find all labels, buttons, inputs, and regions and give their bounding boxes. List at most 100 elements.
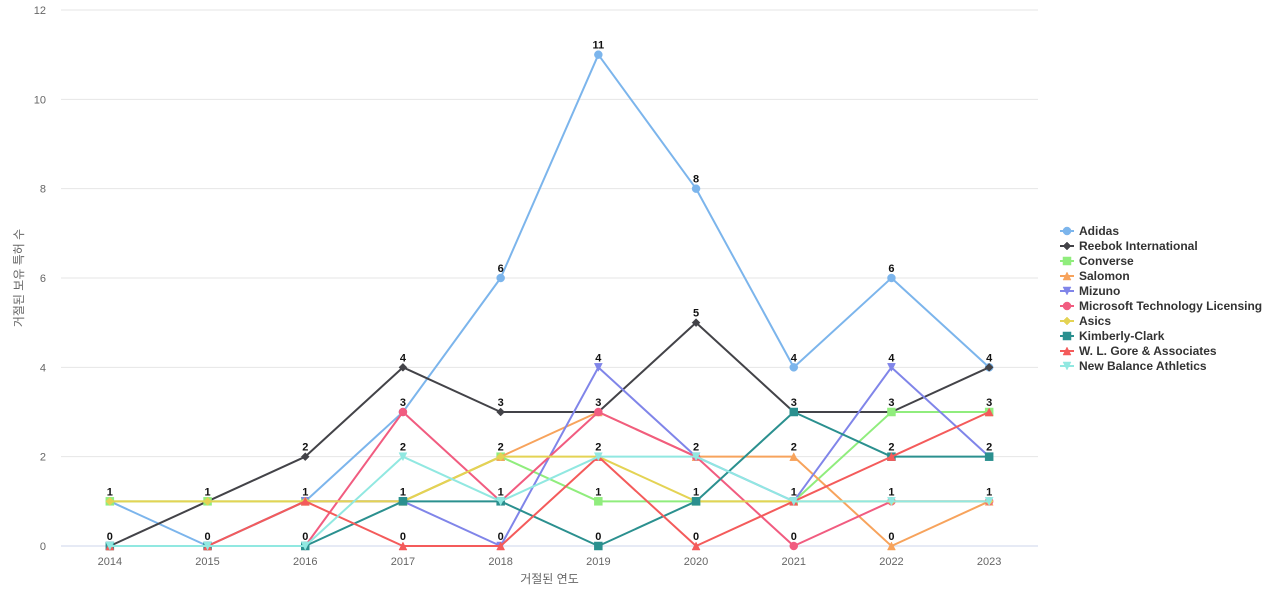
data-label: 4 <box>595 352 602 364</box>
data-point[interactable] <box>594 50 603 59</box>
data-point[interactable] <box>789 452 799 461</box>
data-point[interactable] <box>887 541 896 551</box>
data-label: 2 <box>595 442 601 454</box>
legend-item[interactable]: Salomon <box>1060 269 1130 283</box>
data-point[interactable] <box>691 497 701 506</box>
data-point[interactable] <box>984 497 994 506</box>
data-point[interactable] <box>789 497 799 506</box>
data-point[interactable] <box>887 273 896 283</box>
legend-marker[interactable] <box>1062 301 1072 311</box>
legend-marker[interactable] <box>1062 316 1072 326</box>
legend-item[interactable]: W. L. Gore & Associates <box>1060 344 1217 358</box>
data-point[interactable] <box>593 452 603 462</box>
data-point[interactable] <box>691 184 701 193</box>
data-point[interactable] <box>789 407 798 417</box>
data-point[interactable] <box>496 541 506 551</box>
legend-marker[interactable] <box>1062 286 1072 296</box>
data-point[interactable] <box>594 407 603 417</box>
data-point[interactable] <box>691 541 701 551</box>
data-point[interactable] <box>300 541 310 551</box>
legend-marker[interactable] <box>1062 331 1072 341</box>
data-label: 11 <box>593 40 605 52</box>
data-point[interactable] <box>789 363 798 372</box>
legend-item[interactable]: Converse <box>1060 254 1134 268</box>
legend-item[interactable]: Asics <box>1060 314 1111 328</box>
series-w-l-gore-associates[interactable] <box>105 407 994 551</box>
data-point[interactable] <box>593 363 603 372</box>
data-point[interactable] <box>300 452 310 462</box>
series-line[interactable] <box>108 455 991 547</box>
data-point[interactable] <box>398 541 408 551</box>
x-tick-label: 2019 <box>586 556 610 568</box>
data-point[interactable] <box>496 407 506 417</box>
data-label: 3 <box>595 397 601 409</box>
legend-marker[interactable] <box>1062 346 1072 356</box>
data-label: 0 <box>595 531 601 543</box>
legend-label: Asics <box>1079 314 1111 328</box>
data-label: 1 <box>791 486 797 498</box>
grid <box>61 9 1038 547</box>
data-label: 2 <box>986 442 992 454</box>
data-point[interactable] <box>594 541 603 551</box>
legend-marker[interactable] <box>1062 271 1072 281</box>
series-line[interactable] <box>108 411 991 547</box>
data-label: 4 <box>400 352 407 364</box>
data-point[interactable] <box>105 541 115 551</box>
legend-item[interactable]: Microsoft Technology Licensing <box>1060 299 1262 313</box>
legend-marker[interactable] <box>1062 361 1072 371</box>
data-point[interactable] <box>496 273 505 283</box>
legend-item[interactable]: New Balance Athletics <box>1060 359 1207 373</box>
data-point[interactable] <box>496 497 506 506</box>
series-adidas[interactable] <box>105 50 994 551</box>
data-label: 0 <box>498 531 504 543</box>
data-label: 1 <box>204 486 210 498</box>
data-point[interactable] <box>887 452 896 461</box>
data-label: 8 <box>693 174 699 186</box>
data-point[interactable] <box>203 496 212 506</box>
data-point[interactable] <box>105 496 115 506</box>
data-point[interactable] <box>984 407 994 417</box>
data-point[interactable] <box>887 497 896 506</box>
data-point[interactable] <box>887 407 896 417</box>
legend-item[interactable]: Reebok International <box>1060 239 1198 253</box>
data-point[interactable] <box>984 452 994 461</box>
legend-marker[interactable] <box>1062 256 1072 266</box>
data-label: 1 <box>107 486 113 498</box>
data-label: 3 <box>986 397 992 409</box>
data-point[interactable] <box>594 497 603 506</box>
data-point[interactable] <box>691 452 701 462</box>
data-label: 1 <box>595 486 601 498</box>
data-label: 0 <box>791 531 797 543</box>
legend-label: W. L. Gore & Associates <box>1079 344 1217 358</box>
data-point[interactable] <box>984 362 994 372</box>
data-label: 1 <box>986 486 992 498</box>
data-point[interactable] <box>300 496 310 506</box>
data-label: 2 <box>693 442 699 454</box>
data-label: 0 <box>204 531 210 543</box>
legend-item[interactable]: Adidas <box>1060 224 1119 238</box>
series-new-balance-athletics[interactable] <box>105 452 994 551</box>
x-tick-label: 2018 <box>488 556 512 568</box>
data-point[interactable] <box>887 363 896 372</box>
data-label: 0 <box>302 531 308 543</box>
legend-label: Salomon <box>1079 269 1130 283</box>
data-point[interactable] <box>496 452 506 462</box>
data-point[interactable] <box>398 452 408 462</box>
legend-marker[interactable] <box>1062 226 1072 236</box>
data-label: 2 <box>400 442 406 454</box>
data-label: 2 <box>302 442 308 454</box>
legend-item[interactable]: Mizuno <box>1060 284 1120 298</box>
legend-item[interactable]: Kimberly-Clark <box>1060 329 1165 343</box>
data-point[interactable] <box>203 541 212 551</box>
legend-label: Microsoft Technology Licensing <box>1079 299 1262 313</box>
series-line[interactable] <box>108 321 991 547</box>
data-point[interactable] <box>398 407 408 417</box>
data-point[interactable] <box>691 318 701 328</box>
legend-marker[interactable] <box>1062 241 1072 251</box>
data-point[interactable] <box>398 497 408 506</box>
data-point[interactable] <box>789 541 798 551</box>
data-point[interactable] <box>398 362 408 372</box>
data-label: 3 <box>400 397 406 409</box>
